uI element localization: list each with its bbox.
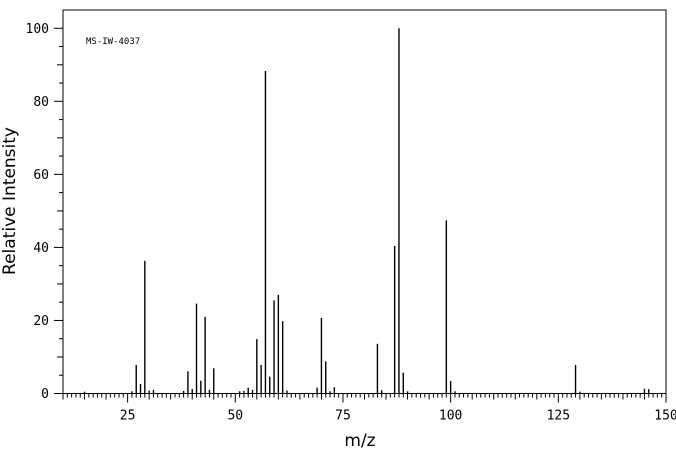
y-tick-label: 20 [33, 314, 49, 329]
x-tick-label: 150 [654, 409, 676, 424]
x-tick-label: 50 [227, 409, 243, 424]
peak-series [83, 28, 650, 394]
x-tick-label: 125 [547, 409, 570, 424]
y-tick-label: 80 [33, 95, 49, 110]
y-tick-label: 0 [41, 387, 49, 402]
plot-frame [62, 9, 667, 394]
spectrum-code-label: MS-IW-4037 [86, 37, 140, 47]
y-tick-label: 60 [33, 168, 49, 183]
y-tick-label: 100 [26, 22, 49, 37]
x-axis-title: m/z [344, 431, 375, 451]
y-axis-title: Relative Intensity [0, 127, 20, 275]
x-tick-label: 100 [439, 409, 462, 424]
x-tick-label: 75 [335, 409, 351, 424]
y-axis: 0 20 40 60 80 100 [26, 22, 63, 402]
x-axis: 25 50 75 100 125 150 [62, 393, 676, 424]
y-tick-label: 40 [33, 241, 49, 256]
x-tick-label: 25 [120, 409, 136, 424]
